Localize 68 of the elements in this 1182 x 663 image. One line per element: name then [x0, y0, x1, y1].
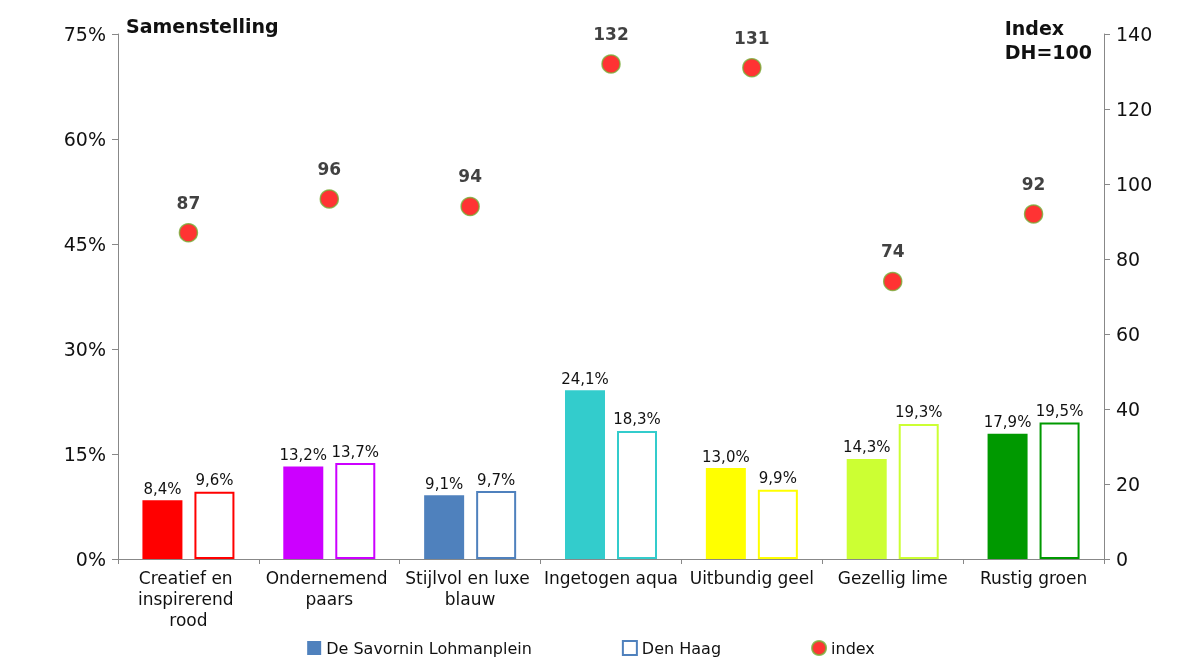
data-label: 9,6% — [195, 471, 234, 490]
x-tick-label: Ondernemend paars — [265, 567, 393, 609]
x-tick-label: Stijlvol en luxe blauw — [405, 567, 536, 609]
x-tick-label: Uitbundig geel — [689, 567, 815, 588]
bar — [194, 491, 235, 559]
y-tick-label: 0% — [75, 548, 106, 570]
x-tick-label: Creatief en inspirerend rood — [137, 567, 239, 630]
y2-tick-label: 140 — [1116, 23, 1153, 45]
bar — [757, 489, 798, 559]
point — [601, 54, 621, 74]
bar — [335, 463, 376, 559]
legend-label: Den Haag — [641, 638, 722, 658]
point — [319, 189, 340, 209]
data-label: 92 — [1021, 173, 1046, 194]
y-tick-label: 45% — [63, 233, 106, 255]
point — [882, 271, 903, 292]
data-label: 131 — [734, 27, 770, 48]
bar — [846, 458, 887, 559]
data-label: 74 — [880, 241, 905, 262]
legend-label: De Savornin Lohmanplein — [326, 638, 532, 658]
y2-tick-label: 80 — [1116, 248, 1141, 270]
data-label: 14,3% — [842, 438, 891, 457]
data-label: 13,2% — [279, 446, 328, 465]
x-tick-label: Ingetogen aqua — [544, 567, 678, 588]
bar — [705, 468, 746, 559]
x-tick-label: Gezellig lime — [837, 567, 948, 588]
data-label: 8,4% — [143, 479, 182, 498]
data-label: 18,3% — [613, 410, 661, 429]
bar — [898, 423, 939, 559]
data-label: 19,3% — [894, 403, 943, 422]
data-label: 17,9% — [983, 413, 1032, 432]
point — [178, 223, 199, 243]
bar — [1039, 422, 1080, 559]
data-label: 9,9% — [758, 469, 797, 488]
y-tick-label: 75% — [63, 23, 106, 45]
y-tick-label: 30% — [63, 338, 106, 360]
point — [1023, 204, 1044, 224]
y-axis-title: Samenstelling — [126, 14, 279, 37]
data-label: 87 — [176, 192, 201, 213]
bar — [987, 433, 1028, 559]
bar — [476, 491, 517, 559]
y2-tick-label: 20 — [1116, 473, 1141, 495]
data-label: 19,5% — [1035, 402, 1084, 420]
data-label: 94 — [458, 166, 483, 187]
y2-tick-label: 0 — [1116, 548, 1129, 570]
y2-tick-label: 120 — [1116, 98, 1153, 120]
y2-axis-title: Index DH=100 — [1004, 17, 1093, 63]
data-label: 13,7% — [331, 442, 380, 461]
data-label: 13,0% — [702, 447, 750, 466]
data-label: 24,1% — [561, 369, 609, 388]
data-label: 96 — [317, 158, 342, 179]
y-tick-label: 15% — [63, 443, 106, 465]
y2-tick-label: 100 — [1116, 173, 1153, 195]
bar — [424, 495, 465, 559]
point — [460, 196, 480, 217]
y-tick-label: 60% — [63, 128, 106, 150]
y2-tick-label: 60 — [1116, 323, 1141, 345]
data-label: 132 — [593, 23, 629, 44]
bar — [142, 500, 183, 559]
y2-tick-label: 40 — [1116, 398, 1141, 420]
x-tick-label: Rustig groen — [979, 567, 1088, 588]
bar — [617, 430, 657, 559]
point — [742, 58, 762, 78]
bar — [565, 390, 605, 559]
data-label: 9,1% — [425, 474, 464, 493]
legend-label: index — [831, 638, 875, 658]
bar — [283, 466, 324, 559]
data-label: 9,7% — [477, 470, 516, 489]
